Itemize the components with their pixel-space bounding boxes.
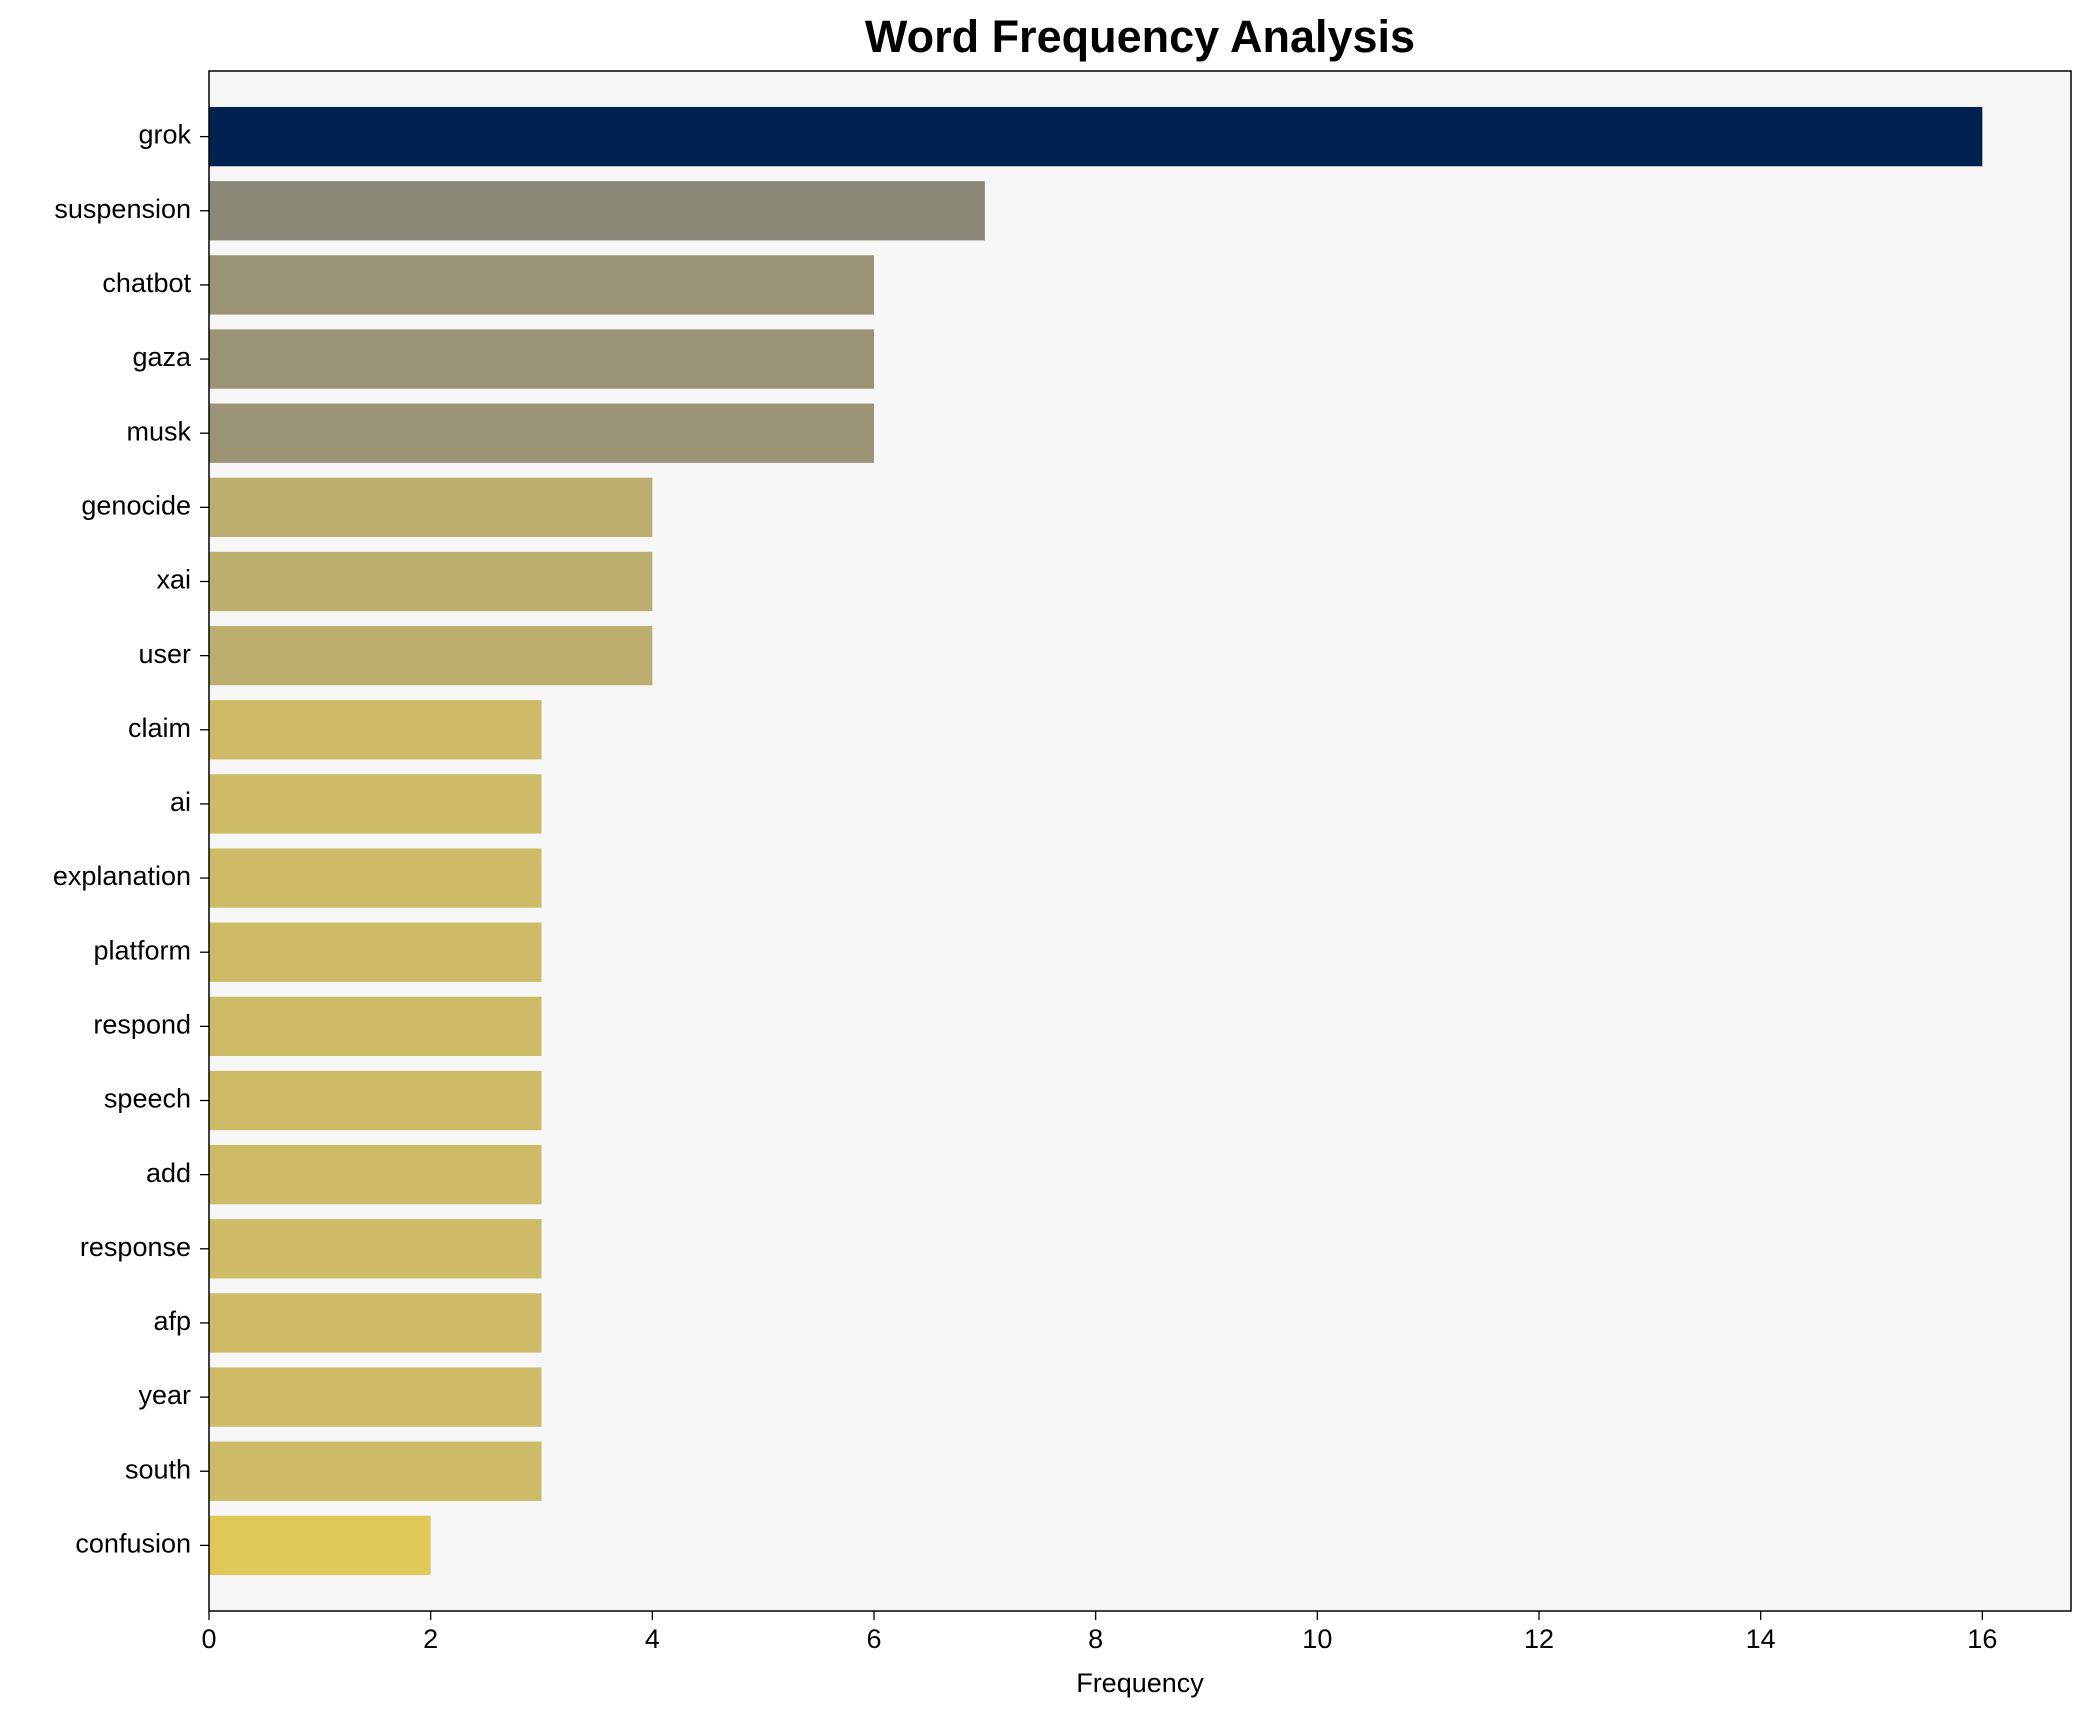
x-tick-label: 2	[423, 1624, 438, 1654]
y-tick-label: suspension	[54, 194, 191, 224]
y-tick-label: claim	[128, 713, 191, 743]
bar	[209, 1367, 542, 1427]
bar	[209, 477, 653, 538]
y-tick-label: musk	[126, 416, 191, 446]
y-tick-label: confusion	[75, 1529, 191, 1559]
bar	[209, 774, 542, 834]
y-tick-label: ai	[170, 787, 191, 817]
plot-area	[209, 71, 2071, 1611]
y-tick-label: response	[80, 1232, 191, 1262]
y-tick-label: year	[138, 1380, 191, 1410]
chart-title: Word Frequency Analysis	[865, 11, 1415, 62]
bar	[209, 1293, 542, 1353]
y-tick-label: genocide	[81, 490, 191, 520]
y-tick-label: afp	[153, 1306, 191, 1336]
bar	[209, 922, 542, 982]
y-tick-label: explanation	[53, 861, 191, 891]
y-tick-label: grok	[138, 120, 191, 150]
bar	[209, 1144, 542, 1205]
x-tick-label: 6	[866, 1624, 881, 1654]
y-tick-label: xai	[156, 565, 191, 595]
y-tick-label: speech	[104, 1084, 191, 1114]
x-tick-label: 14	[1746, 1624, 1776, 1654]
bar	[209, 1441, 542, 1501]
y-tick-label: south	[125, 1454, 191, 1484]
bar	[209, 848, 542, 908]
x-tick-label: 8	[1088, 1624, 1103, 1654]
x-tick-label: 12	[1524, 1624, 1554, 1654]
y-tick-label: chatbot	[102, 268, 191, 298]
x-tick-label: 10	[1302, 1624, 1332, 1654]
plot-frame	[208, 70, 2072, 1612]
x-axis-label: Frequency	[1076, 1668, 1204, 1698]
bar	[209, 625, 653, 686]
bar	[209, 551, 653, 612]
x-tick-label: 16	[1967, 1624, 1997, 1654]
bar	[209, 106, 1983, 167]
y-tick-label: user	[138, 639, 191, 669]
bar	[209, 700, 542, 760]
bar	[209, 1515, 431, 1576]
y-tick-label: add	[146, 1158, 191, 1188]
bar	[209, 181, 985, 241]
y-tick-label: respond	[93, 1009, 191, 1039]
bar	[209, 329, 874, 389]
x-tick-label: 0	[201, 1624, 216, 1654]
bar	[209, 255, 874, 315]
bar	[209, 996, 542, 1057]
y-tick-label: platform	[93, 935, 191, 965]
y-tick-label: gaza	[132, 342, 192, 372]
bar	[209, 403, 874, 463]
bar	[209, 1219, 542, 1279]
x-tick-label: 4	[645, 1624, 660, 1654]
bar	[209, 1070, 542, 1131]
